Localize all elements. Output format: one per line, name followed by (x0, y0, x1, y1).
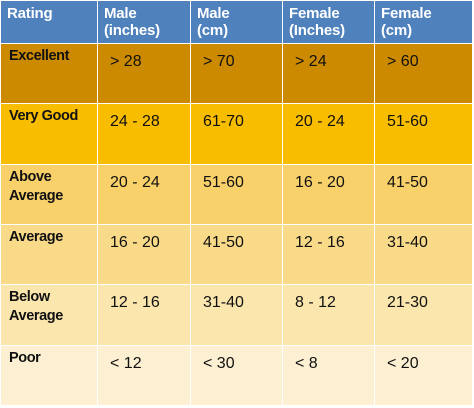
header-female-inches: Female (Inches) (282, 0, 375, 44)
rating-cell: Very Good (0, 103, 98, 165)
header-row: Rating Male (inches) Male (cm) Female (I… (0, 0, 473, 44)
male-cm-cell: > 70 (190, 42, 283, 105)
table-row: Average 16 - 20 41-50 12 - 16 31-40 (0, 223, 473, 286)
male-inches-cell: 20 - 24 (97, 163, 191, 225)
female-cm-cell: 41-50 (374, 163, 473, 225)
male-inches-cell: > 28 (97, 42, 191, 105)
table-row: Excellent > 28 > 70 > 24 > 60 (0, 42, 473, 105)
header-male-cm: Male (cm) (190, 0, 283, 44)
female-inches-cell: 16 - 20 (282, 163, 375, 225)
rating-cell: Above Average (0, 163, 98, 225)
male-inches-cell: 24 - 28 (97, 103, 191, 165)
female-inches-cell: 20 - 24 (282, 103, 375, 165)
male-inches-cell: < 12 (97, 344, 191, 407)
table-row: Very Good 24 - 28 61-70 20 - 24 51-60 (0, 103, 473, 165)
male-inches-cell: 16 - 20 (97, 223, 191, 286)
male-cm-cell: 31-40 (190, 284, 283, 346)
female-cm-cell: 51-60 (374, 103, 473, 165)
header-female-cm: Female (cm) (374, 0, 473, 44)
header-male-inches: Male (inches) (97, 0, 191, 44)
female-cm-cell: 21-30 (374, 284, 473, 346)
female-cm-cell: > 60 (374, 42, 473, 105)
header-rating: Rating (0, 0, 98, 44)
table-row: Above Average 20 - 24 51-60 16 - 20 41-5… (0, 163, 473, 225)
female-inches-cell: < 8 (282, 344, 375, 407)
female-inches-cell: > 24 (282, 42, 375, 105)
female-cm-cell: < 20 (374, 344, 473, 407)
male-cm-cell: 61-70 (190, 103, 283, 165)
table-row: Below Average 12 - 16 31-40 8 - 12 21-30 (0, 284, 473, 346)
female-inches-cell: 8 - 12 (282, 284, 375, 346)
rating-cell: Average (0, 223, 98, 286)
rating-cell: Poor (0, 344, 98, 407)
table-row: Poor < 12 < 30 < 8 < 20 (0, 344, 473, 407)
rating-cell: Below Average (0, 284, 98, 346)
male-cm-cell: < 30 (190, 344, 283, 407)
female-inches-cell: 12 - 16 (282, 223, 375, 286)
male-cm-cell: 41-50 (190, 223, 283, 286)
rating-cell: Excellent (0, 42, 98, 105)
male-cm-cell: 51-60 (190, 163, 283, 225)
male-inches-cell: 12 - 16 (97, 284, 191, 346)
female-cm-cell: 31-40 (374, 223, 473, 286)
